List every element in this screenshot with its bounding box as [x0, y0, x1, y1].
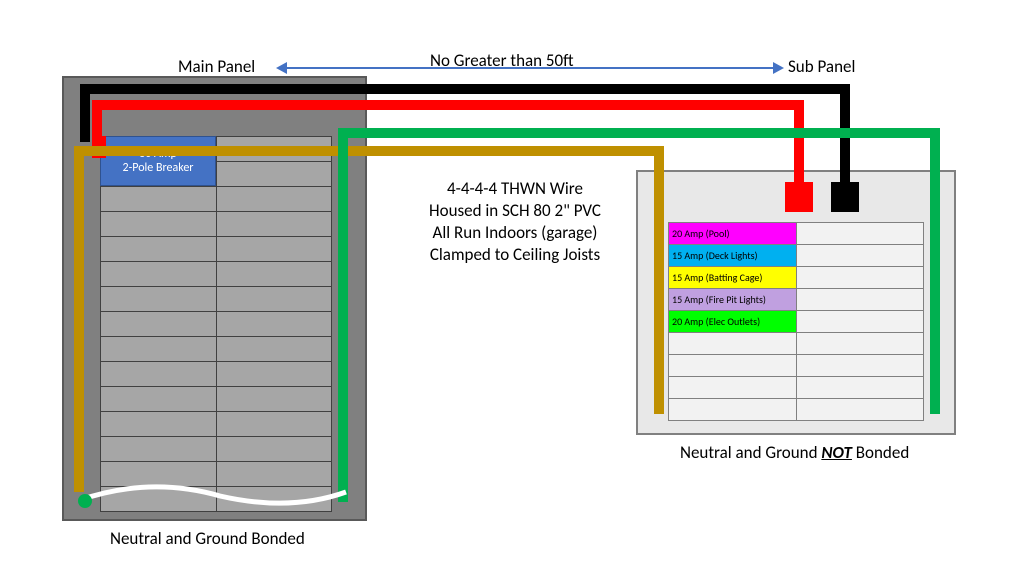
- bond-curve: [70, 478, 360, 518]
- wire-gold-h1: [74, 146, 664, 156]
- sub-bonded-not: NOT: [821, 442, 852, 463]
- main-bonded-label: Neutral and Ground Bonded: [110, 528, 305, 549]
- bond-dot: [78, 494, 92, 508]
- main-panel-label: Main Panel: [178, 56, 255, 77]
- main-breaker-grid: [100, 136, 332, 512]
- black-terminal: [831, 182, 859, 212]
- wire-green-v-main: [338, 128, 348, 502]
- wire-red-h1: [92, 100, 804, 110]
- main-panel: 60 Amp 2-Pole Breaker: [62, 76, 367, 521]
- sub-bonded-post: Bonded: [852, 442, 909, 463]
- sub-bonded-label: Neutral and Ground NOT Bonded: [680, 442, 909, 463]
- arrow-head-right: [773, 62, 784, 74]
- sub-panel-label: Sub Panel: [788, 56, 855, 77]
- wire-notes: 4-4-4-4 THWN WireHoused in SCH 80 2" PVC…: [395, 178, 635, 266]
- sub-breaker-grid: 20 Amp (Pool)15 Amp (Deck Lights)15 Amp …: [668, 222, 924, 421]
- distance-arrow-line: [287, 67, 773, 69]
- wire-black-h1: [80, 84, 850, 94]
- sub-bonded-pre: Neutral and Ground: [680, 442, 821, 463]
- main-breaker-60a: 60 Amp 2-Pole Breaker: [100, 136, 216, 186]
- red-terminal: [785, 182, 813, 212]
- wire-gold-v-sub: [654, 146, 664, 414]
- arrow-head-left: [276, 62, 287, 74]
- wire-gold-v-main: [74, 146, 84, 492]
- wire-green-v-sub: [930, 128, 940, 414]
- wire-green-h1: [338, 128, 940, 138]
- main-breaker-line2: 2-Pole Breaker: [101, 161, 215, 175]
